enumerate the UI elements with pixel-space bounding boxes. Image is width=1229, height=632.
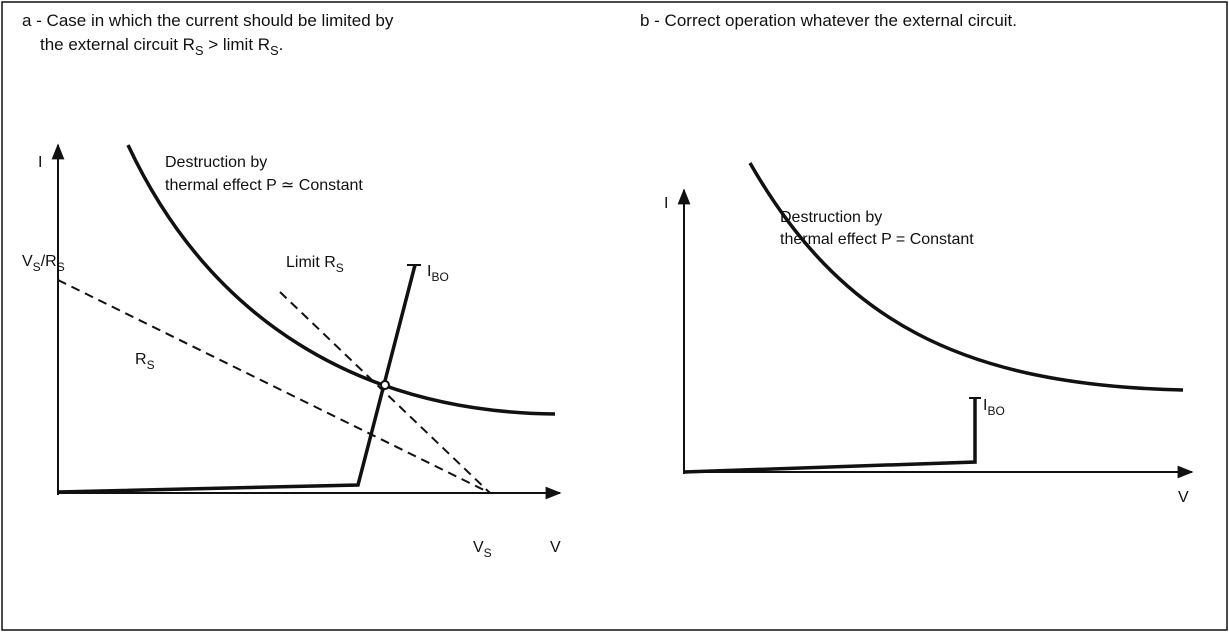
- text-segment: V: [22, 253, 33, 270]
- panel-b-drawing: [677, 162, 1194, 479]
- subscript: S: [57, 260, 65, 274]
- subscript: S: [147, 358, 155, 372]
- caption: a - Case in which the current should be …: [22, 11, 394, 30]
- text-segment: I: [38, 154, 42, 171]
- text-segment: thermal effect P = Constant: [780, 231, 974, 248]
- curve-label: thermal effect P = Constant: [780, 231, 974, 248]
- text-segment: I: [427, 263, 431, 280]
- label: IBO: [983, 397, 1005, 418]
- subscript: S: [270, 43, 279, 58]
- caption: b - Correct operation whatever the exter…: [640, 11, 1017, 30]
- text-segment: V: [550, 539, 561, 556]
- text-segment: I: [983, 397, 987, 414]
- label: RS: [135, 351, 155, 372]
- power-curve: [126, 144, 556, 416]
- text-segment: > limit R: [203, 35, 270, 54]
- curve-label: Destruction by: [780, 209, 882, 226]
- axis-label: I: [664, 195, 668, 212]
- text-segment: I: [664, 195, 668, 212]
- rs-load-line: [57, 279, 491, 494]
- subscript: S: [33, 260, 41, 274]
- text-segment: R: [135, 351, 147, 368]
- limit-rs-line: [279, 291, 491, 494]
- label: VS: [473, 539, 492, 560]
- text-segment: Destruction by: [780, 209, 882, 226]
- curve-label: Destruction by: [165, 154, 267, 171]
- text-segment: the external circuit R: [40, 35, 195, 54]
- caption: the external circuit RS > limit RS.: [40, 35, 283, 58]
- device-characteristic: [683, 398, 977, 474]
- subscript: S: [484, 546, 492, 560]
- subscript: BO: [987, 404, 1004, 418]
- curve-label: thermal effect P ≃ Constant: [165, 177, 363, 194]
- text-segment: a - Case in which the current should be …: [22, 11, 394, 30]
- text-segment: Destruction by: [165, 154, 267, 171]
- axis-label: I: [38, 154, 42, 171]
- text-segment: thermal effect P ≃ Constant: [165, 177, 363, 194]
- text-segment: .: [279, 35, 284, 54]
- subscript: BO: [431, 270, 448, 284]
- label: IBO: [427, 263, 449, 284]
- text-segment: Limit R: [286, 254, 336, 271]
- device-characteristic: [57, 264, 417, 494]
- text-segment: /R: [41, 253, 57, 270]
- label: VS/RS: [22, 253, 65, 274]
- axis-label: V: [1178, 489, 1189, 506]
- text-segment: b - Correct operation whatever the exter…: [640, 11, 1017, 30]
- panel-a-drawing: [51, 143, 562, 500]
- axis-label: V: [550, 539, 561, 556]
- text-segment: V: [473, 539, 484, 556]
- intersection: [380, 380, 390, 390]
- label: Limit RS: [286, 254, 344, 275]
- power-curve: [748, 162, 1184, 392]
- subscript: S: [336, 261, 344, 275]
- subscript: S: [195, 43, 204, 58]
- text-segment: V: [1178, 489, 1189, 506]
